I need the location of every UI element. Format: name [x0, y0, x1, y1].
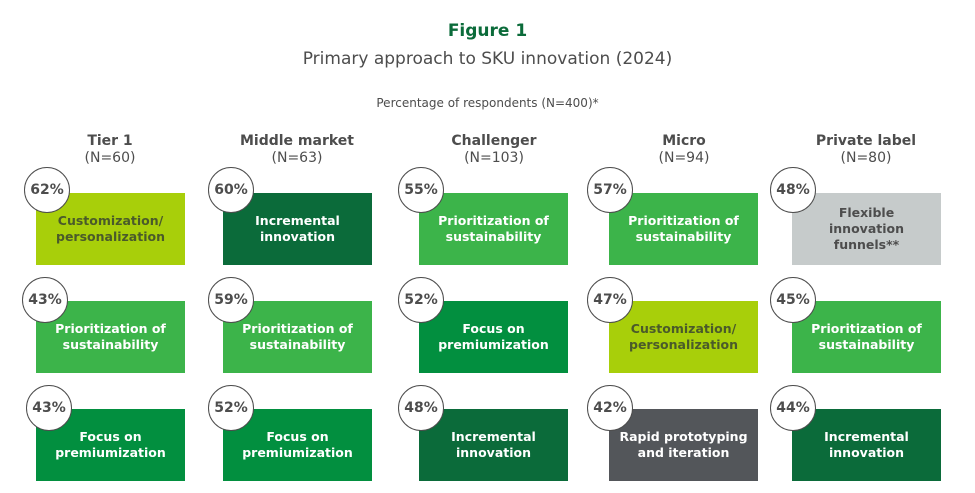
percent-badge: 60%	[208, 167, 254, 213]
approach-label: Customization/ personalization	[629, 321, 738, 352]
column-name: Middle market	[239, 133, 354, 149]
approach-label: Rapid prototyping and iteration	[619, 429, 748, 460]
approach-tile: Prioritization of sustainability	[609, 193, 758, 265]
approach-tile: Focus on premiumization	[223, 409, 372, 481]
percent-badge: 55%	[398, 167, 444, 213]
column-name: Micro	[662, 133, 706, 149]
figure-label: Figure 1	[447, 21, 528, 41]
approach-label: Incremental innovation	[255, 213, 340, 244]
approach-tile: Focus on premiumization	[419, 301, 568, 373]
column-header-challenger: Challenger (N=103)	[399, 133, 589, 167]
column-name: Challenger	[451, 133, 537, 149]
column-name: Tier 1	[87, 133, 133, 149]
approach-label: Prioritization of sustainability	[628, 213, 739, 244]
approach-label: Focus on premiumization	[438, 321, 549, 352]
column-n: (N=103)	[464, 150, 524, 166]
percent-badge: 42%	[587, 385, 633, 431]
approach-tile: Incremental innovation	[223, 193, 372, 265]
percent-badge: 52%	[398, 277, 444, 323]
approach-tile: Prioritization of sustainability	[419, 193, 568, 265]
approach-label: Incremental innovation	[451, 429, 536, 460]
percent-badge: 44%	[770, 385, 816, 431]
percent-badge: 48%	[398, 385, 444, 431]
percent-badge: 43%	[26, 385, 72, 431]
approach-label: Prioritization of sustainability	[55, 321, 166, 352]
approach-tile: Customization/ personalization	[609, 301, 758, 373]
figure-title: Primary approach to SKU innovation (2024…	[302, 49, 673, 69]
column-header-tier1: Tier 1 (N=60)	[15, 133, 205, 167]
percent-badge: 48%	[770, 167, 816, 213]
approach-tile: Incremental innovation	[419, 409, 568, 481]
approach-tile: Incremental innovation	[792, 409, 941, 481]
percent-badge: 57%	[587, 167, 633, 213]
approach-label: Customization/ personalization	[56, 213, 165, 244]
percent-badge: 47%	[587, 277, 633, 323]
approach-label: Prioritization of sustainability	[438, 213, 549, 244]
percent-badge: 59%	[208, 277, 254, 323]
percent-badge: 45%	[770, 277, 816, 323]
approach-tile: Rapid prototyping and iteration	[609, 409, 758, 481]
approach-label: Incremental innovation	[824, 429, 909, 460]
approach-tile: Customization/ personalization	[36, 193, 185, 265]
column-n: (N=94)	[658, 150, 710, 166]
approach-tile: Flexible innovation funnels**	[792, 193, 941, 265]
percent-badge: 43%	[22, 277, 68, 323]
column-header-private-label: Private label (N=80)	[771, 133, 961, 167]
approach-label: Focus on premiumization	[242, 429, 353, 460]
approach-tile: Prioritization of sustainability	[223, 301, 372, 373]
approach-label: Prioritization of sustainability	[811, 321, 922, 352]
approach-label: Focus on premiumization	[55, 429, 166, 460]
percent-badge: 62%	[24, 167, 70, 213]
percent-badge: 52%	[208, 385, 254, 431]
column-n: (N=60)	[84, 150, 136, 166]
column-header-middle-market: Middle market (N=63)	[202, 133, 392, 167]
column-n: (N=63)	[271, 150, 323, 166]
figure-subtitle: Percentage of respondents (N=400)*	[376, 96, 599, 110]
approach-label: Flexible innovation funnels**	[829, 205, 904, 252]
column-name: Private label	[815, 133, 917, 149]
approach-tile: Prioritization of sustainability	[792, 301, 941, 373]
column-header-micro: Micro (N=94)	[589, 133, 779, 167]
column-n: (N=80)	[840, 150, 892, 166]
approach-label: Prioritization of sustainability	[242, 321, 353, 352]
